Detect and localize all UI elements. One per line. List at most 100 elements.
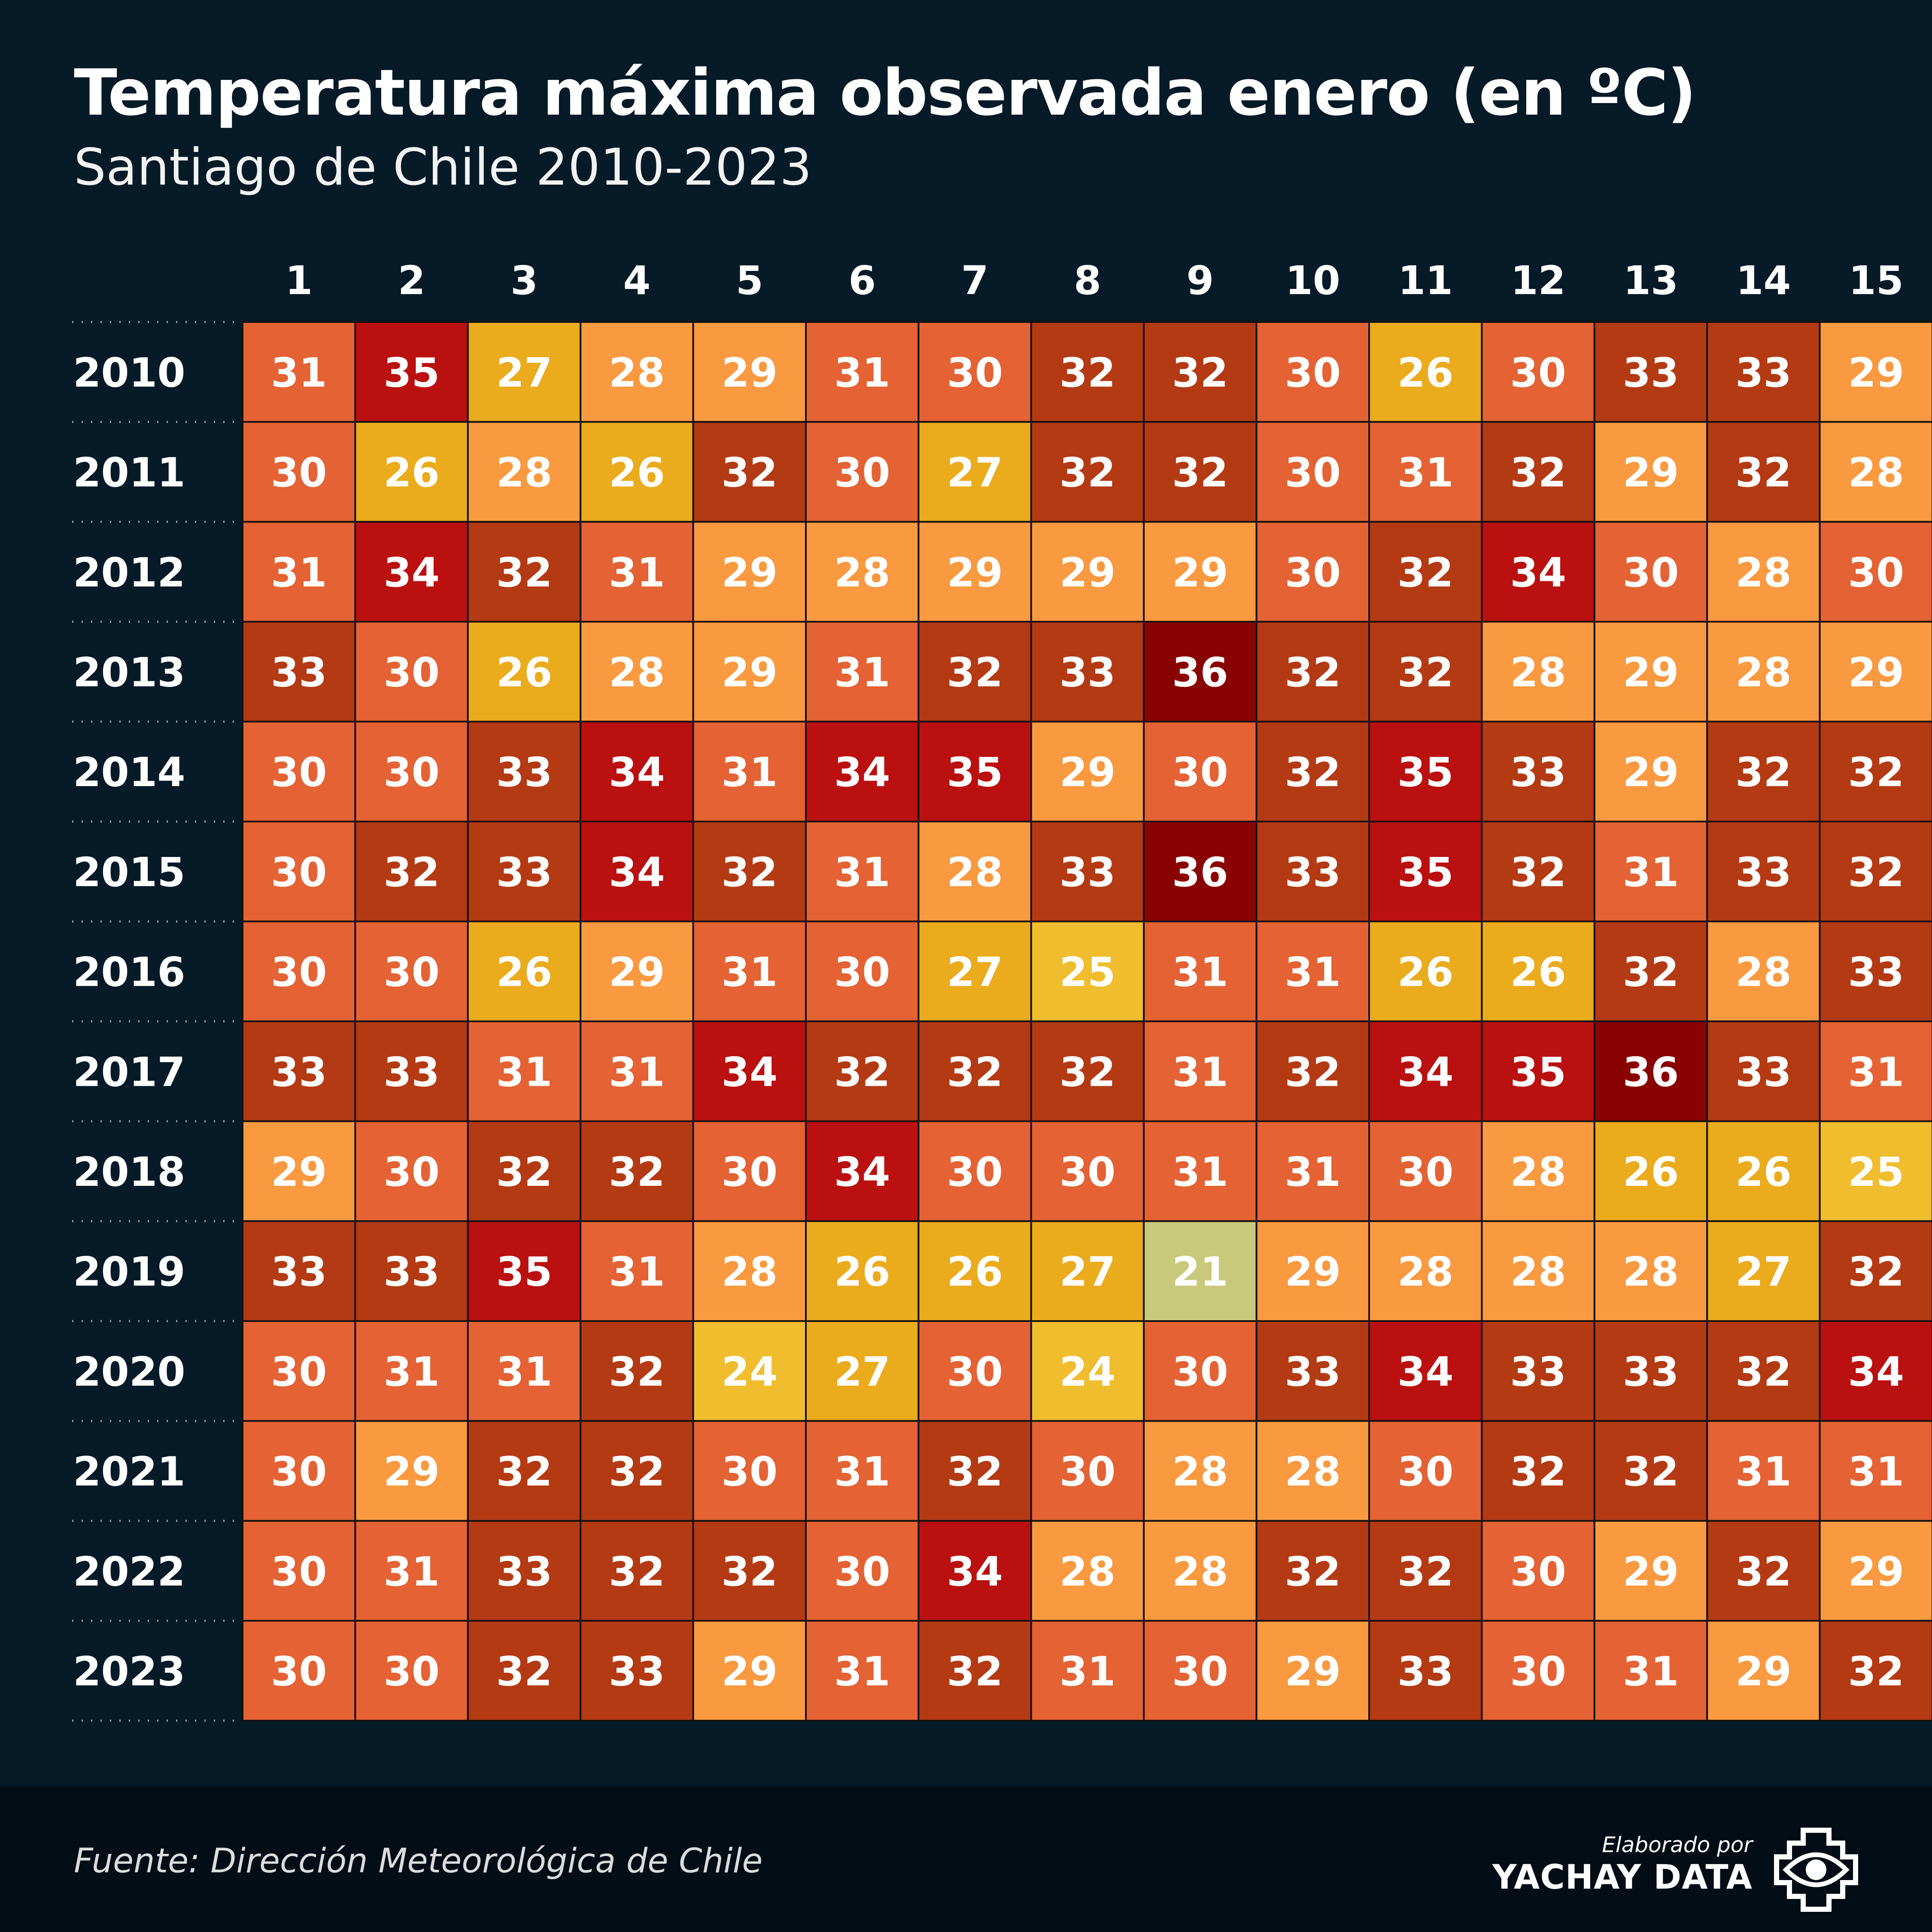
heatmap-cell [1481,1520,1595,1622]
cell-value: 29 [1848,1549,1904,1595]
heatmap-cell [1030,920,1145,1022]
cell-value: 30 [1060,1149,1116,1196]
column-header: 3 [510,258,538,304]
cell-value: 32 [609,1149,665,1196]
cell-value: 33 [1060,849,1116,896]
heatmap-cell [1030,720,1145,823]
column-header: 4 [623,258,650,304]
cell-value: 32 [1848,1648,1904,1695]
cell-value: 30 [834,949,890,996]
heatmap-cell [1368,820,1483,923]
cell-value: 32 [721,1549,778,1595]
heatmap-cell [580,1020,694,1122]
heatmap-cell [467,1520,582,1622]
heatmap-cell [917,1520,1032,1622]
heatmap-cell [1593,321,1708,423]
heatmap-cell [1255,1520,1370,1622]
heatmap-cell [1819,1420,1932,1522]
heatmap-cell [1143,720,1258,823]
cell-value: 28 [1848,450,1904,496]
heatmap-cell [1481,1320,1595,1422]
column-header: 15 [1849,258,1904,304]
column-header: 10 [1285,258,1340,304]
cell-value: 28 [1172,1449,1228,1495]
cell-value: 26 [1510,949,1566,996]
cell-value: 32 [1060,1049,1116,1096]
cell-value: 34 [834,749,890,796]
cell-value: 36 [1623,1049,1679,1096]
cell-value: 34 [834,1149,890,1196]
cell-value: 30 [721,1149,778,1196]
cell-value: 30 [947,1349,1003,1395]
cell-value: 30 [1172,749,1228,796]
cell-value: 30 [1510,349,1566,396]
heatmap-cell [242,521,356,623]
cell-value: 29 [721,1648,778,1695]
heatmap-cell [467,1120,582,1222]
cell-value: 28 [1397,1249,1454,1296]
heatmap-cell [1368,1620,1483,1722]
heatmap-cell [242,720,356,823]
heatmap-cell [805,1320,920,1422]
cell-value: 33 [496,749,553,796]
cell-value: 32 [1397,550,1454,596]
cell-value: 31 [834,649,890,696]
heatmap-cell [692,1020,807,1122]
cell-value: 29 [1735,1648,1792,1695]
cell-value: 28 [1510,649,1566,696]
cell-value: 35 [1510,1049,1566,1096]
cell-value: 33 [1735,849,1792,896]
heatmap-cell [1143,1320,1258,1422]
heatmap-cell [692,820,807,923]
heatmap-cell [1819,1220,1932,1322]
heatmap-cell [1819,1620,1932,1722]
cell-value: 31 [383,1349,440,1395]
cell-value: 30 [721,1449,778,1495]
cell-value: 31 [834,1648,890,1695]
cell-value: 30 [1172,1648,1228,1695]
row-label: 2012 [73,550,185,596]
heatmap-cell [580,1120,694,1222]
cell-value: 32 [1285,1549,1341,1595]
heatmap-cell [917,321,1032,423]
heatmap-cell [692,521,807,623]
cell-value: 32 [609,1349,665,1395]
heatmap-cell [805,1520,920,1622]
column-header: 1 [285,258,313,304]
heatmap-cell [1819,1020,1932,1122]
cell-value: 26 [609,450,665,496]
heatmap-cell [692,720,807,823]
cell-value: 35 [383,349,440,396]
cell-value: 26 [496,649,553,696]
row-label: 2014 [73,749,185,796]
cell-value: 30 [1285,550,1341,596]
cell-value: 31 [1397,450,1454,496]
cell-value: 32 [834,1049,890,1096]
heatmap-cell [1819,720,1932,823]
cell-value: 31 [721,949,778,996]
cell-value: 32 [496,550,553,596]
cell-value: 31 [834,1449,890,1495]
heatmap-cell [1368,920,1483,1022]
cell-value: 33 [1623,1349,1679,1395]
row-label: 2019 [73,1249,185,1296]
cell-value: 34 [1848,1349,1904,1395]
cell-value: 28 [1510,1149,1566,1196]
eye-icon [1774,1828,1858,1912]
cell-value: 30 [834,1549,890,1595]
cell-value: 28 [1735,649,1792,696]
cell-value: 29 [1285,1648,1341,1695]
heatmap-cell [1593,1320,1708,1422]
cell-value: 32 [1397,649,1454,696]
cell-value: 31 [1172,949,1228,996]
cell-value: 31 [834,849,890,896]
cell-value: 29 [1060,550,1116,596]
column-header: 9 [1186,258,1214,304]
heatmap-cell [1706,421,1821,523]
heatmap-cell [1593,1520,1708,1622]
heatmap-cell [1481,720,1595,823]
cell-value: 30 [1510,1549,1566,1595]
cell-value: 29 [383,1449,440,1495]
cell-value: 32 [1172,450,1228,496]
heatmap-cell [692,920,807,1022]
